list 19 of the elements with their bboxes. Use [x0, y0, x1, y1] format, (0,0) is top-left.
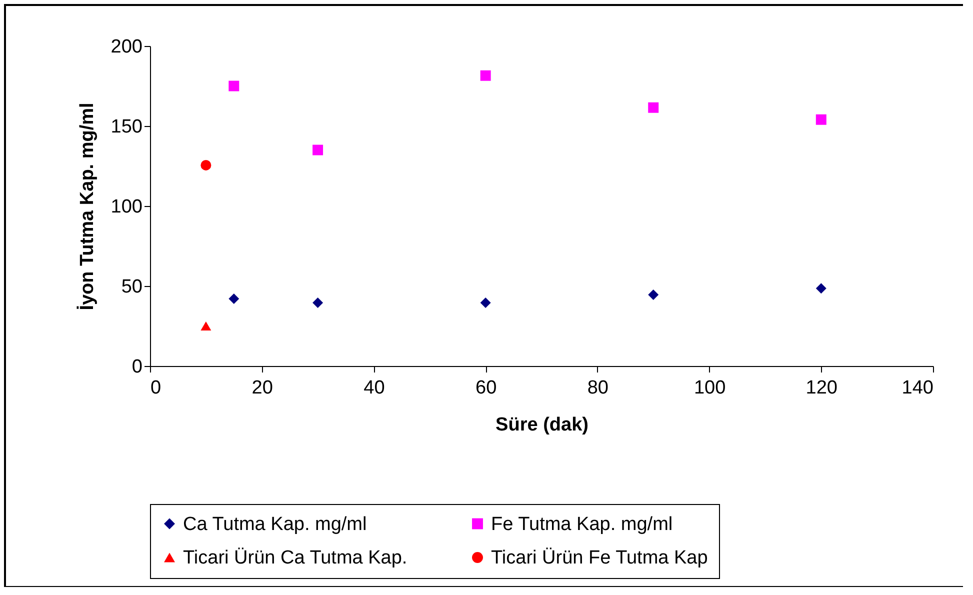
- legend-label: Fe Tutma Kap. mg/ml: [491, 514, 673, 535]
- x-tick-label: 100: [694, 378, 726, 398]
- x-tick-label: 60: [476, 378, 497, 398]
- x-tick-label: 40: [364, 378, 385, 398]
- y-tick-label: 100: [110, 196, 142, 218]
- y-tick-label: 0: [132, 356, 142, 378]
- legend-label: Ticari Ürün Ca Tutma Kap.: [183, 548, 408, 568]
- legend-label: Ca Tutma Kap. mg/ml: [183, 514, 367, 535]
- y-tick-label: 150: [110, 116, 142, 138]
- x-axis-title: Süre (dak): [496, 414, 588, 436]
- legend-label: Ticari Ürün Fe Tutma Kap: [491, 548, 708, 568]
- x-tick-label: 0: [150, 378, 162, 398]
- y-tick-label: 200: [110, 36, 142, 58]
- y-tick-label: 50: [121, 276, 142, 298]
- x-tick-label: 120: [806, 378, 838, 398]
- x-tick-label: 140: [902, 378, 934, 398]
- x-tick-label: 20: [252, 378, 273, 398]
- y-axis-title: İyon Tutma Kap. mg/ml: [76, 102, 98, 310]
- x-tick-label: 80: [587, 378, 608, 398]
